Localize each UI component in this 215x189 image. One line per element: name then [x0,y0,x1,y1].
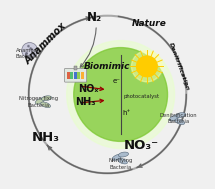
Ellipse shape [169,115,179,121]
Text: Nature: Nature [131,19,166,28]
FancyBboxPatch shape [64,68,87,82]
Text: Denitrification
Bacteria: Denitrification Bacteria [160,113,198,125]
Ellipse shape [35,98,45,104]
Circle shape [26,53,27,54]
Text: Nitrifying
Bacteria: Nitrifying Bacteria [108,158,133,170]
Text: Biomimic: Biomimic [84,62,131,71]
Circle shape [131,51,162,82]
Ellipse shape [41,96,52,101]
Ellipse shape [112,154,122,160]
Text: NOₓ: NOₓ [78,84,99,94]
Bar [74,72,77,80]
Text: h⁺: h⁺ [122,110,130,116]
Text: photocatalyst: photocatalyst [123,94,159,99]
Text: NH₃: NH₃ [75,97,95,107]
Ellipse shape [176,113,186,118]
Bar [81,72,84,80]
Circle shape [22,43,38,58]
Text: Anamox
Bacteria: Anamox Bacteria [16,48,38,59]
Text: Anammox: Anammox [23,21,68,67]
Ellipse shape [118,158,127,164]
Circle shape [74,48,167,141]
Circle shape [31,49,32,50]
Bar [70,72,73,80]
Text: Denitrification: Denitrification [168,41,190,91]
Text: N₂: N₂ [87,11,102,24]
Text: NO₃⁻: NO₃⁻ [124,139,159,152]
Circle shape [137,56,157,77]
Circle shape [67,41,175,148]
Text: NH₃: NH₃ [32,131,60,144]
Circle shape [30,48,31,49]
Circle shape [32,53,33,54]
Bar [77,72,80,80]
Ellipse shape [118,152,129,157]
Ellipse shape [175,119,185,125]
Text: e⁻: e⁻ [113,78,121,84]
Bar [67,72,70,80]
Circle shape [26,53,27,54]
Ellipse shape [41,102,51,108]
Circle shape [28,46,29,47]
Bar [74,66,77,70]
Text: Nitrogen fixing
Bacteria: Nitrogen fixing Bacteria [18,96,58,108]
